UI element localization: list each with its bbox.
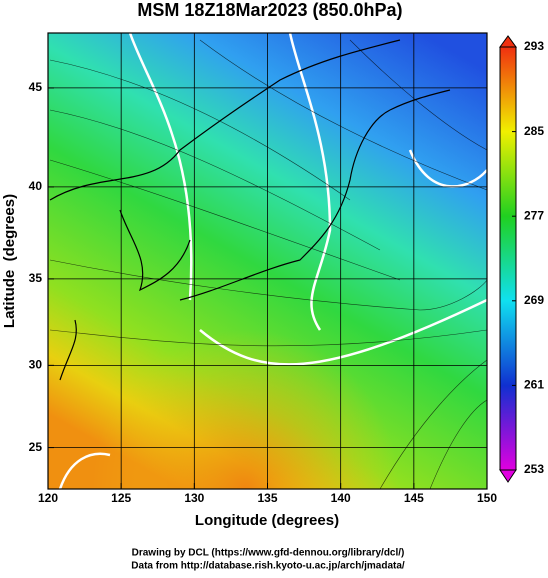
x-tick-label: 125 (111, 491, 131, 505)
coastline (49, 39, 401, 201)
isotherms (58, 33, 487, 489)
y-tick-label: 45 (29, 80, 43, 94)
x-tick-label: 135 (257, 491, 277, 505)
coastline (59, 319, 77, 381)
axes: 120 125 130 135 140 145 150 25 30 35 40 45 (29, 80, 498, 505)
coastline (179, 109, 391, 301)
colorbar-body (499, 46, 517, 471)
colorbar-tick-label: 253 (524, 462, 544, 476)
x-tick-label: 120 (38, 491, 58, 505)
colorbar: 253 261 269 277 285 293 (499, 35, 544, 483)
x-tick-label: 140 (331, 491, 351, 505)
colorbar-tick-label: 261 (524, 378, 544, 392)
colorbar-tick-label: 293 (524, 39, 544, 53)
streamline (49, 109, 381, 251)
coastline (119, 209, 191, 292)
coastlines (49, 39, 451, 381)
isotherm (288, 33, 332, 331)
x-tick-label: 150 (477, 491, 497, 505)
colorbar-tick-label: 285 (524, 124, 544, 138)
coastline (389, 89, 451, 111)
streamline (349, 39, 487, 151)
y-tick-label: 35 (29, 271, 43, 285)
streamline (429, 399, 487, 489)
colorbar-top-triangle (499, 35, 517, 48)
streamline (49, 159, 401, 281)
grid (48, 33, 487, 489)
streamline (49, 59, 351, 201)
title: MSM 18Z18Mar2023 (850.0hPa) (137, 0, 402, 20)
colorbar-bottom-triangle (499, 469, 517, 483)
isotherm (408, 149, 487, 188)
credit: Data from http://database.rish.kyoto-u.a… (131, 561, 405, 572)
credit: Drawing by DCL (https://www.gfd-dennou.o… (132, 548, 405, 559)
y-tick-label: 25 (29, 440, 43, 454)
y-axis-label: Latitude (degrees) (1, 194, 18, 328)
streamline (49, 329, 487, 347)
isotherm (58, 452, 111, 489)
x-axis-label: Longitude (degrees) (195, 512, 339, 529)
streamline (49, 259, 487, 311)
streamline (199, 39, 487, 191)
isotherm (199, 298, 487, 366)
streamline (379, 359, 487, 489)
streamlines (49, 39, 487, 489)
isotherm (128, 33, 193, 301)
colorbar-tick-label: 277 (524, 208, 544, 222)
map-field (48, 33, 487, 489)
y-tick-label: 40 (29, 179, 43, 193)
x-tick-label: 145 (404, 491, 424, 505)
x-tick-label: 130 (184, 491, 204, 505)
y-tick-label: 30 (29, 358, 43, 372)
colorbar-tick-label: 269 (524, 293, 544, 307)
